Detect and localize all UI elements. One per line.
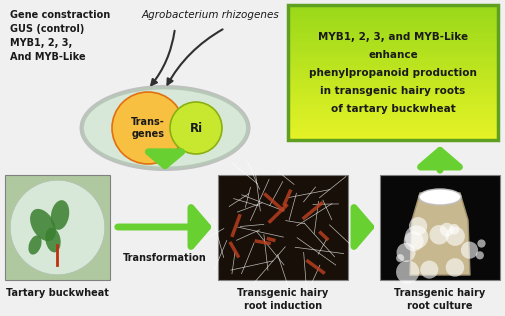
Circle shape bbox=[142, 122, 154, 134]
FancyBboxPatch shape bbox=[289, 6, 497, 9]
Circle shape bbox=[144, 125, 151, 131]
FancyBboxPatch shape bbox=[289, 70, 497, 72]
FancyBboxPatch shape bbox=[289, 102, 497, 104]
FancyBboxPatch shape bbox=[289, 59, 497, 62]
FancyBboxPatch shape bbox=[289, 38, 497, 40]
Circle shape bbox=[10, 180, 105, 275]
FancyBboxPatch shape bbox=[289, 49, 497, 51]
FancyBboxPatch shape bbox=[289, 94, 497, 96]
FancyBboxPatch shape bbox=[289, 86, 497, 88]
FancyBboxPatch shape bbox=[289, 27, 497, 30]
Circle shape bbox=[140, 120, 156, 136]
FancyBboxPatch shape bbox=[289, 104, 497, 107]
Ellipse shape bbox=[28, 235, 41, 255]
Circle shape bbox=[170, 102, 222, 154]
Text: Gene constraction
GUS (control)
MYB1, 2, 3,
And MYB-Like: Gene constraction GUS (control) MYB1, 2,… bbox=[10, 10, 110, 62]
FancyBboxPatch shape bbox=[289, 123, 497, 126]
Circle shape bbox=[133, 113, 163, 143]
Circle shape bbox=[461, 241, 478, 259]
FancyBboxPatch shape bbox=[289, 22, 497, 25]
Ellipse shape bbox=[82, 88, 247, 168]
FancyBboxPatch shape bbox=[289, 57, 497, 59]
FancyBboxPatch shape bbox=[289, 115, 497, 118]
Circle shape bbox=[137, 118, 159, 138]
FancyBboxPatch shape bbox=[289, 54, 497, 57]
Circle shape bbox=[121, 101, 175, 155]
Circle shape bbox=[135, 115, 161, 141]
Text: Transgenic hairy
root induction: Transgenic hairy root induction bbox=[237, 288, 329, 311]
FancyBboxPatch shape bbox=[289, 33, 497, 35]
Circle shape bbox=[429, 225, 449, 245]
Circle shape bbox=[124, 104, 172, 152]
Circle shape bbox=[445, 227, 465, 246]
Circle shape bbox=[114, 94, 182, 162]
Ellipse shape bbox=[79, 85, 250, 171]
FancyBboxPatch shape bbox=[289, 64, 497, 67]
FancyBboxPatch shape bbox=[289, 131, 497, 134]
Circle shape bbox=[112, 92, 184, 164]
FancyBboxPatch shape bbox=[289, 96, 497, 99]
Circle shape bbox=[404, 231, 424, 251]
FancyBboxPatch shape bbox=[289, 75, 497, 78]
Circle shape bbox=[396, 243, 416, 262]
FancyBboxPatch shape bbox=[289, 136, 497, 139]
FancyBboxPatch shape bbox=[289, 35, 497, 38]
Ellipse shape bbox=[51, 200, 69, 230]
Circle shape bbox=[396, 260, 419, 284]
FancyBboxPatch shape bbox=[5, 175, 110, 280]
Text: Tartary buckwheat: Tartary buckwheat bbox=[6, 288, 109, 298]
Circle shape bbox=[440, 223, 454, 237]
FancyBboxPatch shape bbox=[218, 175, 348, 280]
Circle shape bbox=[117, 97, 179, 159]
FancyBboxPatch shape bbox=[289, 110, 497, 112]
FancyBboxPatch shape bbox=[289, 9, 497, 11]
FancyBboxPatch shape bbox=[289, 83, 497, 86]
FancyBboxPatch shape bbox=[289, 120, 497, 123]
FancyBboxPatch shape bbox=[289, 25, 497, 27]
FancyBboxPatch shape bbox=[289, 43, 497, 46]
Text: Agrobacterium rhizogenes: Agrobacterium rhizogenes bbox=[141, 10, 279, 20]
Circle shape bbox=[476, 251, 484, 259]
Circle shape bbox=[449, 224, 460, 234]
FancyBboxPatch shape bbox=[289, 11, 497, 14]
FancyBboxPatch shape bbox=[289, 40, 497, 43]
FancyBboxPatch shape bbox=[289, 99, 497, 102]
FancyBboxPatch shape bbox=[289, 17, 497, 19]
Circle shape bbox=[130, 111, 166, 145]
FancyBboxPatch shape bbox=[289, 128, 497, 131]
Circle shape bbox=[446, 258, 464, 277]
Circle shape bbox=[477, 240, 486, 248]
Text: Transformation: Transformation bbox=[123, 253, 207, 263]
FancyBboxPatch shape bbox=[289, 14, 497, 17]
Ellipse shape bbox=[45, 228, 61, 252]
FancyBboxPatch shape bbox=[380, 175, 500, 280]
Text: MYB1, 2, 3, and MYB-Like
enhance
phenylpropanoid production
in transgenic hairy : MYB1, 2, 3, and MYB-Like enhance phenylp… bbox=[309, 32, 477, 113]
FancyBboxPatch shape bbox=[289, 88, 497, 91]
Circle shape bbox=[126, 106, 170, 150]
FancyBboxPatch shape bbox=[289, 81, 497, 83]
FancyBboxPatch shape bbox=[289, 118, 497, 120]
Ellipse shape bbox=[419, 189, 461, 205]
Circle shape bbox=[409, 217, 427, 235]
FancyBboxPatch shape bbox=[289, 78, 497, 81]
FancyBboxPatch shape bbox=[289, 62, 497, 64]
Circle shape bbox=[405, 225, 428, 249]
Circle shape bbox=[420, 261, 438, 279]
Text: Transgenic hairy
root culture: Transgenic hairy root culture bbox=[394, 288, 486, 311]
Circle shape bbox=[112, 92, 184, 164]
FancyBboxPatch shape bbox=[289, 46, 497, 49]
Ellipse shape bbox=[30, 209, 56, 241]
Text: Ri: Ri bbox=[189, 121, 203, 135]
FancyBboxPatch shape bbox=[289, 134, 497, 136]
FancyBboxPatch shape bbox=[289, 51, 497, 54]
FancyBboxPatch shape bbox=[289, 91, 497, 94]
FancyBboxPatch shape bbox=[289, 67, 497, 70]
FancyBboxPatch shape bbox=[289, 112, 497, 115]
Circle shape bbox=[396, 254, 404, 262]
Polygon shape bbox=[410, 193, 470, 275]
FancyBboxPatch shape bbox=[289, 30, 497, 33]
FancyBboxPatch shape bbox=[289, 126, 497, 128]
Circle shape bbox=[128, 108, 168, 148]
Text: Trans-
genes: Trans- genes bbox=[131, 117, 165, 139]
